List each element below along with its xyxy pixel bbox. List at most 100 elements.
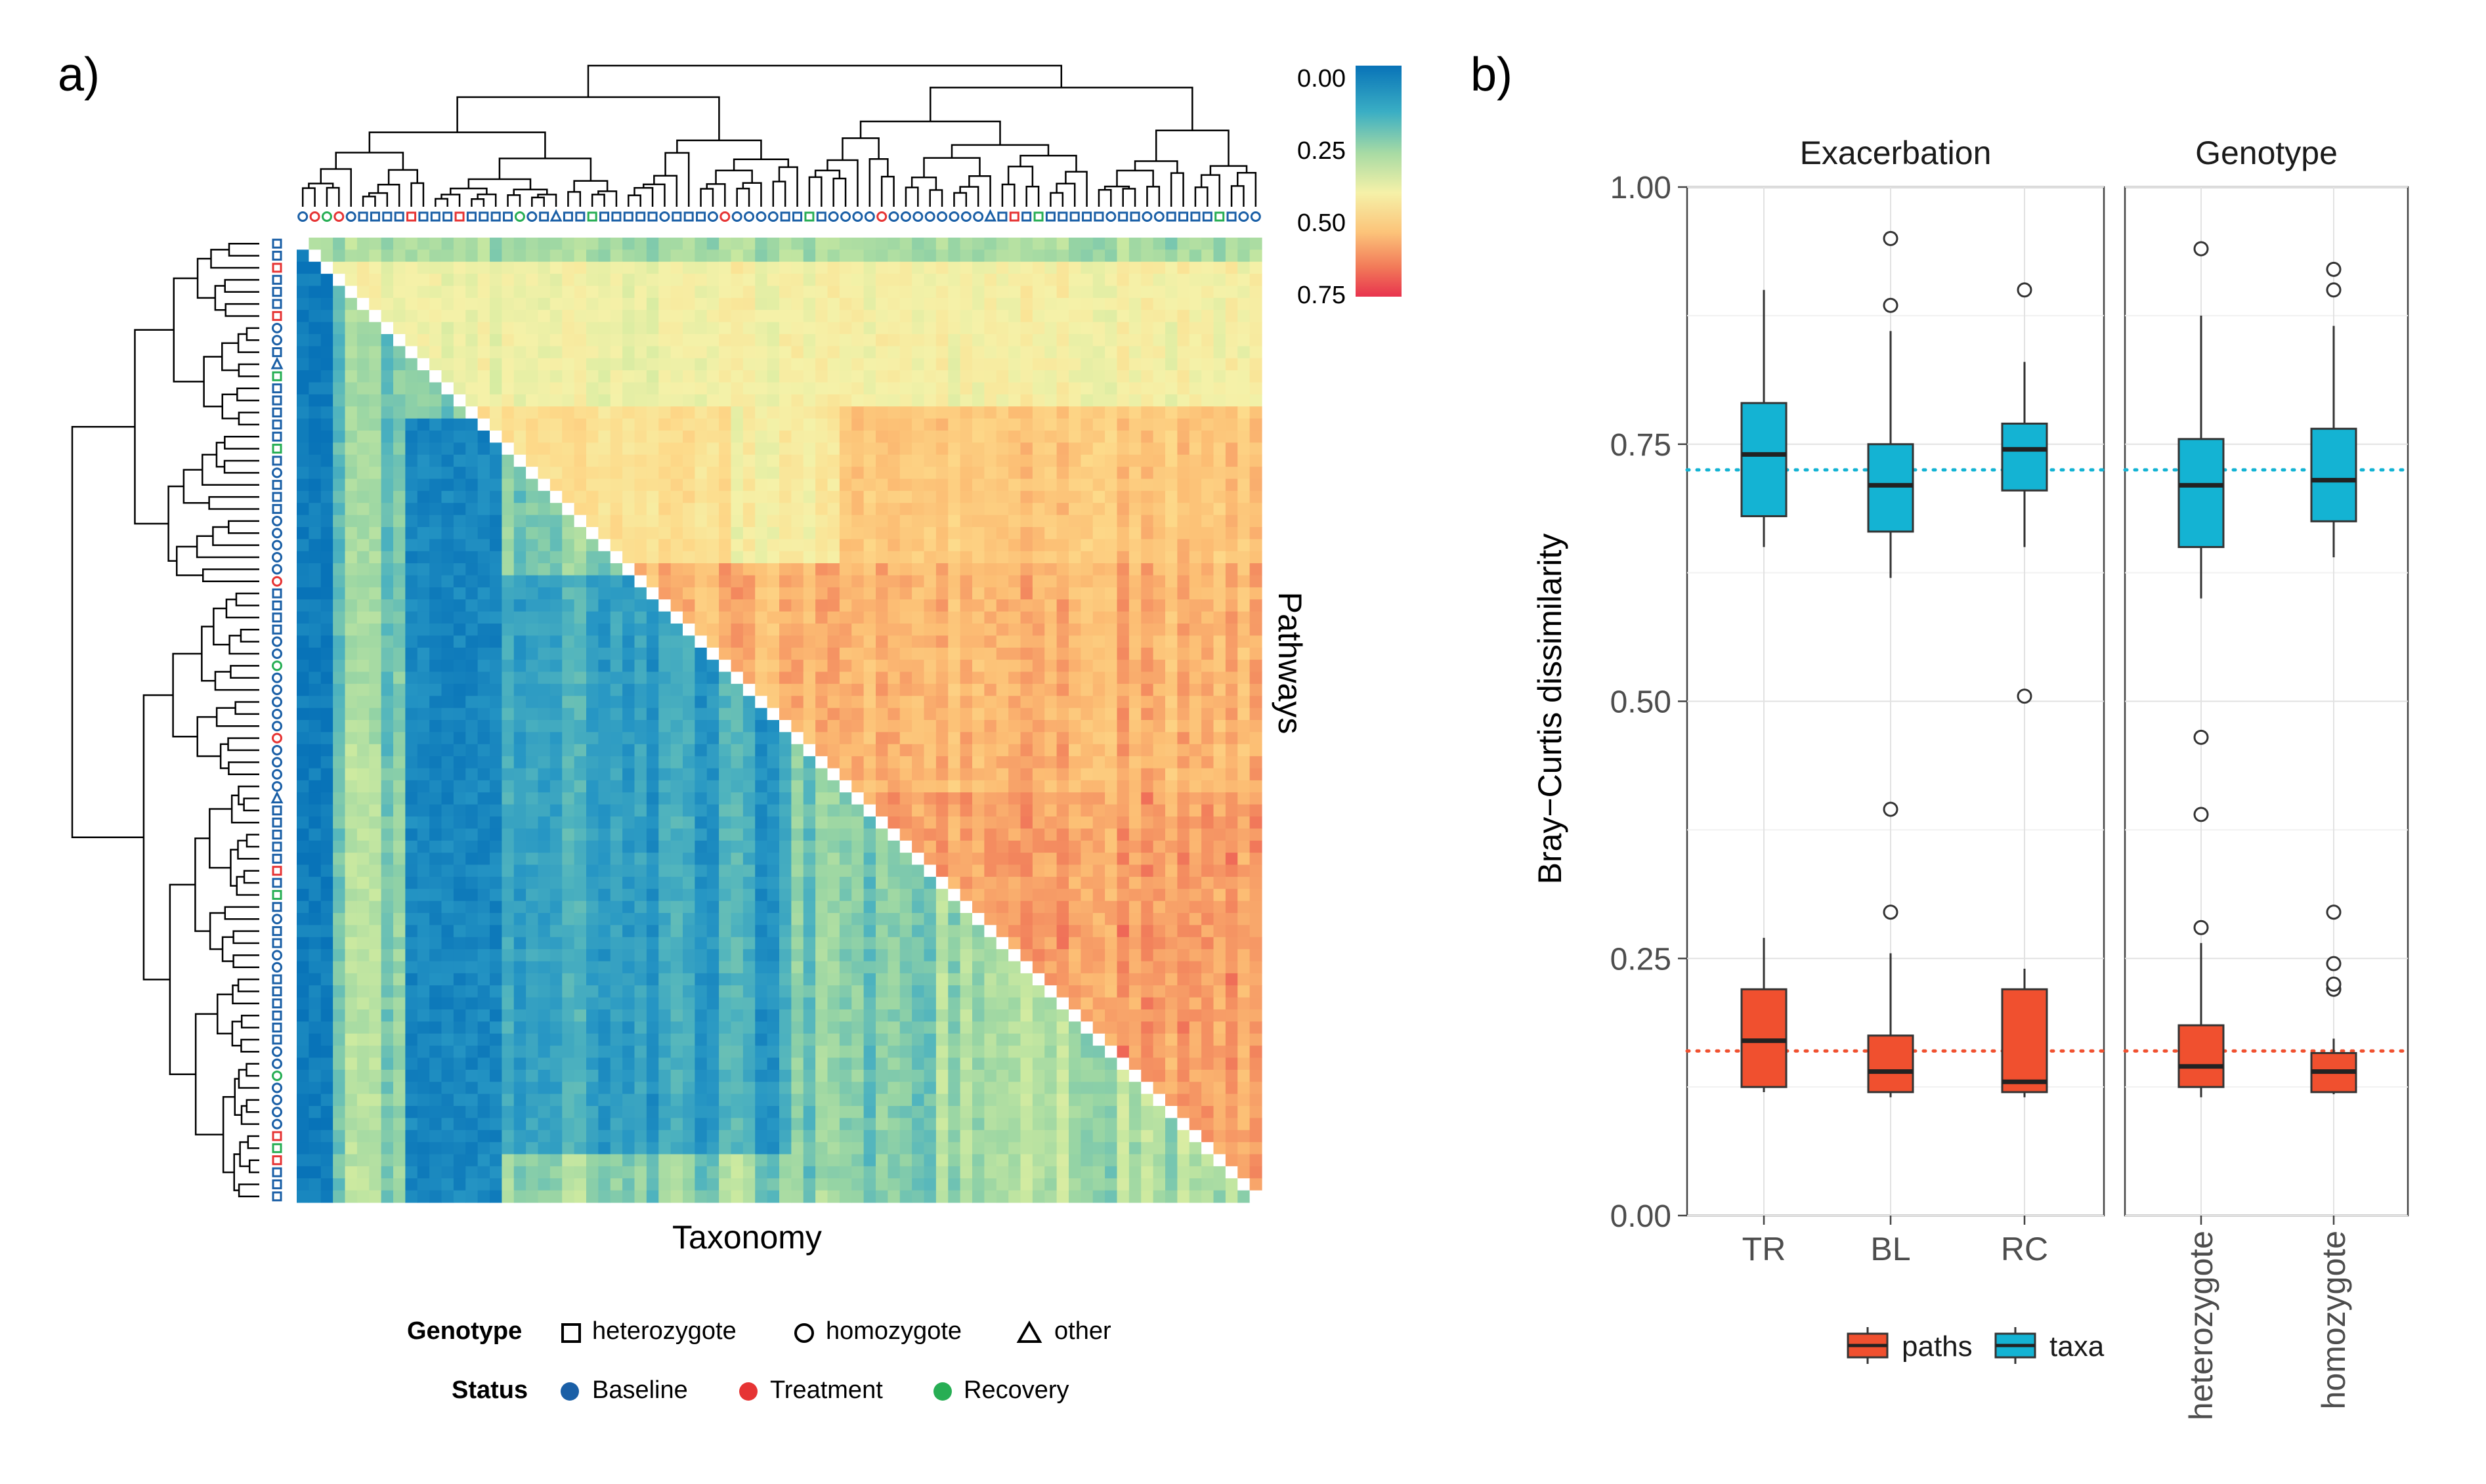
heatmap-cell <box>1201 238 1214 250</box>
heatmap-cell <box>502 901 515 914</box>
heatmap-cell <box>1237 274 1251 287</box>
heatmap-cell <box>309 431 322 443</box>
heatmap-cell <box>622 297 635 310</box>
heatmap-cell <box>393 322 406 335</box>
heatmap-cell <box>1201 358 1214 371</box>
heatmap-cell <box>1249 515 1262 528</box>
heatmap-cell <box>333 418 346 431</box>
heatmap-cell <box>453 515 466 528</box>
heatmap-cell <box>1249 563 1262 576</box>
dendrogram-branch <box>868 158 889 207</box>
heatmap-cell <box>453 249 466 263</box>
heatmap-cell <box>417 261 430 274</box>
heatmap-cell <box>888 334 901 347</box>
heatmap-cell <box>309 913 322 925</box>
heatmap-cell <box>924 732 937 745</box>
heatmap-cell <box>490 744 502 757</box>
heatmap-cell <box>574 780 587 793</box>
heatmap-cell <box>1020 490 1033 503</box>
heatmap-cell <box>1237 913 1251 925</box>
heatmap-cell <box>742 683 756 696</box>
heatmap-cell <box>477 539 490 552</box>
heatmap-cell <box>393 792 406 805</box>
heatmap-cell <box>984 901 997 914</box>
heatmap-cell <box>441 503 454 516</box>
heatmap-cell <box>815 840 828 853</box>
sample-marker <box>792 211 803 222</box>
heatmap-cell <box>1225 816 1238 829</box>
heatmap-cell <box>622 635 635 648</box>
heatmap-cell <box>779 551 792 564</box>
heatmap-cell <box>622 346 635 359</box>
heatmap-cell <box>320 297 333 310</box>
heatmap-cell <box>1153 478 1166 492</box>
heatmap-cell <box>502 804 515 817</box>
heatmap-cell <box>610 478 623 492</box>
heatmap-cell <box>984 587 997 600</box>
heatmap-cell <box>369 768 382 781</box>
heatmap-cell <box>356 286 370 299</box>
heatmap-cell <box>405 925 418 938</box>
heatmap-cell <box>1201 647 1214 660</box>
heatmap-cell <box>634 840 647 853</box>
heatmap-cell <box>549 261 563 274</box>
heatmap-cell <box>815 346 828 359</box>
heatmap-cell <box>513 720 526 732</box>
heatmap-cell <box>742 876 756 889</box>
heatmap-cell <box>924 720 937 732</box>
heatmap-cell <box>441 274 454 287</box>
dendrogram-branch <box>227 737 259 752</box>
heatmap-cell <box>502 346 515 359</box>
heatmap-cell <box>610 261 623 274</box>
heatmap-cell <box>598 660 611 673</box>
heatmap-cell <box>622 913 635 925</box>
heatmap-cell <box>742 853 756 866</box>
heatmap-cell <box>683 431 695 443</box>
heatmap-cell <box>1008 611 1021 624</box>
heatmap-cell <box>683 418 695 431</box>
heatmap-cell <box>513 901 526 914</box>
heatmap-cell <box>453 611 466 624</box>
heatmap-cell <box>695 454 708 467</box>
heatmap-cell <box>405 876 418 889</box>
sample-marker <box>549 209 563 222</box>
heatmap-cell <box>1201 853 1214 866</box>
heatmap-cell <box>1128 744 1142 757</box>
heatmap-cell <box>646 889 659 902</box>
heatmap-cell <box>863 575 876 588</box>
heatmap-cell <box>309 249 322 263</box>
heatmap-cell <box>417 792 430 805</box>
heatmap-cell <box>393 442 406 456</box>
heatmap-cell <box>695 249 708 263</box>
heatmap-cell <box>441 720 454 732</box>
dendrogram-branch <box>221 342 239 371</box>
sample-marker <box>272 263 282 273</box>
heatmap-cell <box>345 901 358 914</box>
heatmap-cell <box>851 382 865 395</box>
heatmap-cell <box>924 913 937 925</box>
heatmap-cell <box>1081 768 1094 781</box>
heatmap-cell <box>996 671 1009 685</box>
heatmap-cell <box>960 563 973 576</box>
heatmap-cell <box>815 901 828 914</box>
heatmap-cell <box>1153 611 1166 624</box>
heatmap-cell <box>996 551 1009 564</box>
heatmap-cell <box>453 310 466 323</box>
heatmap-cell <box>767 563 780 576</box>
heatmap-cell <box>683 804 695 817</box>
heatmap-cell <box>1213 696 1226 709</box>
heatmap-cell <box>549 406 563 419</box>
heatmap-cell <box>429 876 442 889</box>
heatmap-cell <box>912 840 925 853</box>
heatmap-cell <box>1165 394 1178 407</box>
heatmap-cell <box>1213 708 1226 721</box>
heatmap-cell <box>381 768 394 781</box>
heatmap-cell <box>441 238 454 250</box>
heatmap-cell <box>960 478 973 492</box>
heatmap-cell <box>538 575 551 588</box>
heatmap-cell <box>731 876 744 889</box>
heatmap-cell <box>1189 768 1202 781</box>
heatmap-cell <box>755 635 768 648</box>
heatmap-cell <box>610 660 623 673</box>
heatmap-cell <box>429 490 442 503</box>
